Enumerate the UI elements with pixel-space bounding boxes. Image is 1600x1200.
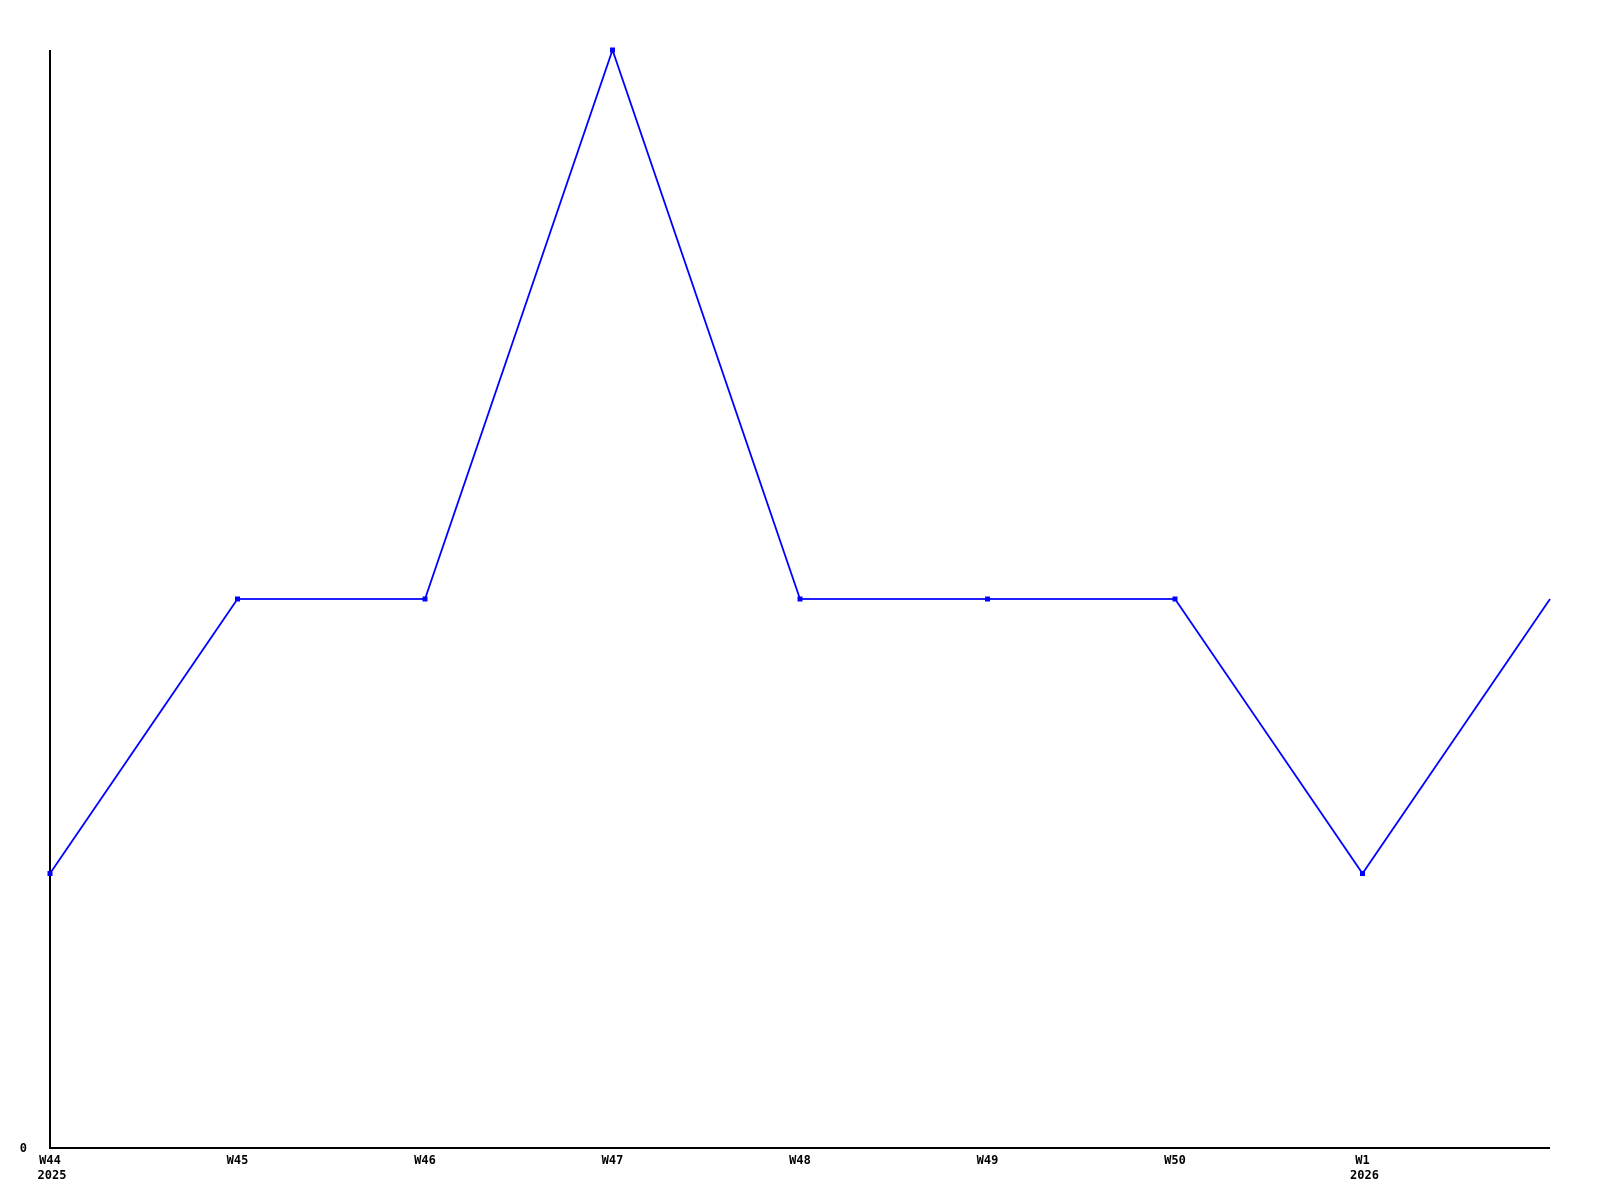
data-point-marker (235, 596, 240, 602)
x-tick-sublabel: 2025 (38, 1168, 67, 1182)
x-tick-label: W45 (227, 1153, 249, 1167)
data-point-marker (610, 47, 615, 53)
data-point-marker (422, 596, 428, 602)
data-point-marker (797, 596, 803, 602)
x-tick-label: W1 (1355, 1153, 1369, 1167)
x-tick-label: W47 (602, 1153, 624, 1167)
x-tick-sublabel: 2026 (1350, 1168, 1379, 1182)
x-tick-label: W48 (789, 1153, 811, 1167)
data-point-marker (1360, 871, 1365, 876)
y-tick-label: 0 (20, 1141, 27, 1155)
x-tick-label: W50 (1164, 1153, 1186, 1167)
x-tick-label: W49 (977, 1153, 999, 1167)
data-point-marker (1172, 596, 1178, 602)
data-line (49, 47, 1551, 876)
x-tick-label: W46 (414, 1153, 436, 1167)
x-tick-label: W44 (39, 1153, 61, 1167)
data-point-marker (985, 596, 990, 602)
data-point-marker (47, 871, 53, 876)
